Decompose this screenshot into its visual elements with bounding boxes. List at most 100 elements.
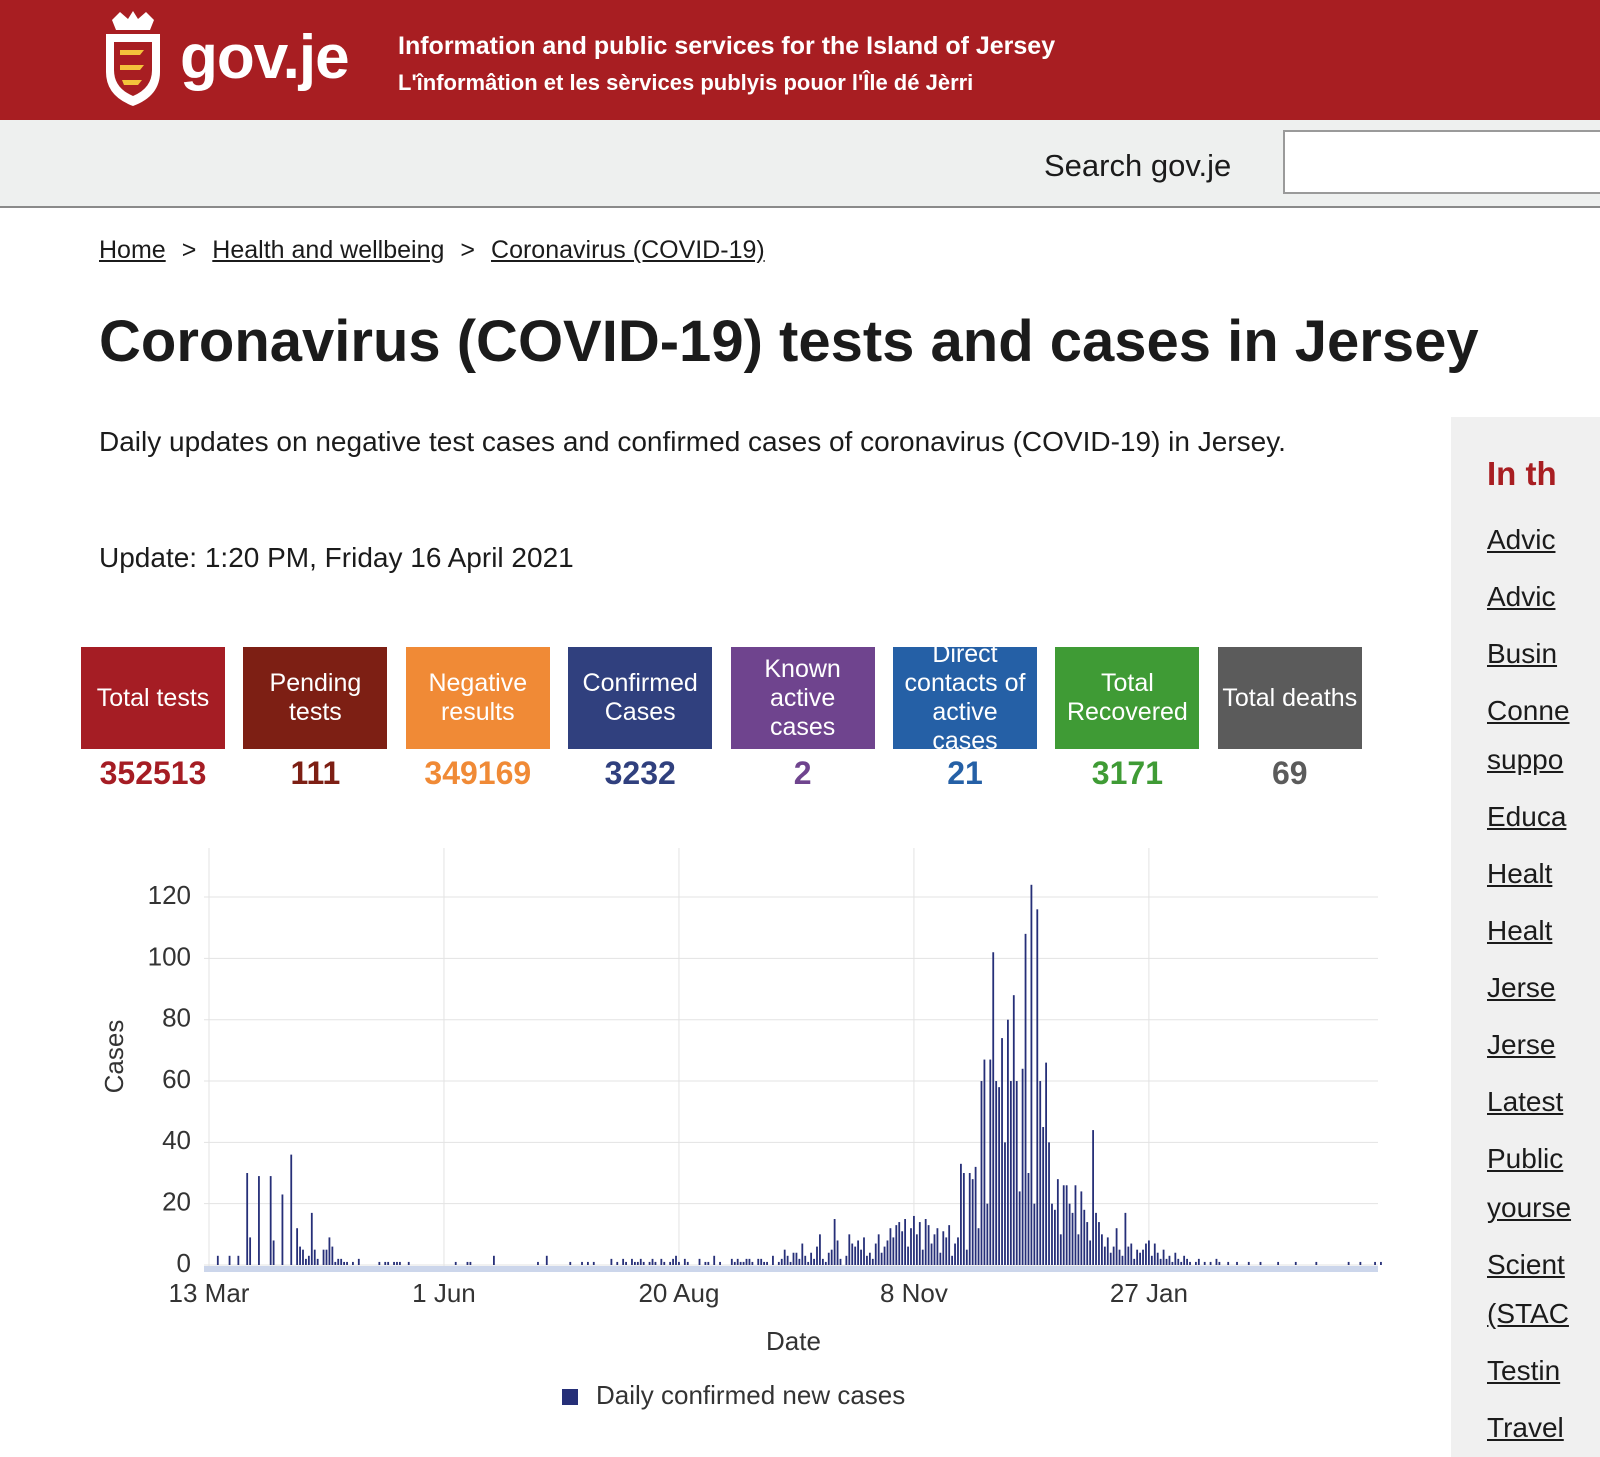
bar — [1086, 1222, 1089, 1265]
bar — [1162, 1249, 1165, 1265]
bar — [898, 1222, 901, 1265]
sidebar-link[interactable]: Educa — [1487, 792, 1571, 841]
sidebar-link-text[interactable]: Advic — [1487, 524, 1556, 555]
bar — [1380, 1261, 1382, 1265]
sidebar-link-text[interactable]: Latest — [1487, 1086, 1564, 1117]
sidebar-link-text[interactable]: Jerse — [1487, 1029, 1556, 1060]
bar — [1150, 1255, 1153, 1265]
bar — [237, 1255, 240, 1265]
sidebar-link[interactable]: Advic — [1487, 572, 1571, 621]
sidebar-link[interactable]: Testin — [1487, 1346, 1571, 1395]
stat-label: Total deaths — [1217, 647, 1362, 749]
bar — [1004, 1142, 1006, 1265]
bar — [1059, 1234, 1062, 1265]
sidebar-link[interactable]: Conne suppo — [1487, 686, 1571, 784]
sidebar-link[interactable]: Healt — [1487, 906, 1571, 955]
bar — [1021, 1068, 1024, 1265]
legend-swatch[interactable] — [562, 1389, 578, 1405]
bar — [783, 1249, 786, 1265]
breadcrumb-link[interactable]: Coronavirus (COVID-19) — [491, 236, 765, 264]
bar — [804, 1255, 807, 1265]
site-logo[interactable]: gov.je — [180, 23, 350, 92]
stat-value: 21 — [947, 755, 983, 791]
sidebar-link-text[interactable]: suppo — [1487, 744, 1564, 775]
bar — [639, 1258, 642, 1265]
bar — [730, 1258, 733, 1265]
breadcrumb-link[interactable]: Health and wellbeing — [212, 236, 445, 264]
sidebar-link[interactable]: Healt — [1487, 849, 1571, 898]
sidebar-link[interactable]: Jerse — [1487, 963, 1571, 1012]
sidebar-link-text[interactable]: Healt — [1487, 915, 1553, 946]
sidebar-link-text[interactable]: Public — [1487, 1143, 1564, 1174]
bar — [910, 1228, 912, 1265]
bar — [892, 1237, 895, 1265]
sidebar-link-text[interactable]: Busin — [1487, 638, 1558, 669]
stat-label: Direct contacts of active cases — [893, 640, 1037, 755]
bar — [642, 1261, 645, 1265]
x-tick-label: 13 Mar — [169, 1278, 250, 1308]
bar — [772, 1255, 774, 1265]
bar — [760, 1258, 763, 1265]
bar — [1051, 1203, 1053, 1265]
bar — [904, 1219, 907, 1265]
bar — [636, 1261, 639, 1265]
sidebar-link-text[interactable]: Healt — [1487, 858, 1553, 889]
bar — [1315, 1261, 1318, 1265]
sidebar-link-text[interactable]: Conne — [1487, 695, 1570, 726]
description: Daily updates on negative test cases and… — [99, 426, 1286, 457]
bar — [1080, 1191, 1083, 1265]
bar — [945, 1237, 948, 1265]
bar — [654, 1261, 657, 1265]
legend-label[interactable]: Daily confirmed new cases — [596, 1380, 905, 1410]
bar — [786, 1255, 789, 1265]
crest-logo[interactable] — [100, 10, 166, 108]
sidebar-link[interactable]: Scient (STAC — [1487, 1240, 1571, 1338]
bar — [1095, 1212, 1097, 1265]
bar — [246, 1173, 249, 1265]
sidebar-link-text[interactable]: Testin — [1487, 1355, 1561, 1386]
bar — [983, 1059, 986, 1265]
y-tick-label: 100 — [148, 941, 191, 971]
bar — [325, 1249, 328, 1265]
bar — [537, 1261, 539, 1265]
bar — [1109, 1252, 1112, 1265]
sidebar-link-text[interactable]: Scient — [1487, 1249, 1565, 1280]
bar — [857, 1240, 860, 1265]
y-axis-title: Cases — [99, 1020, 129, 1094]
bar — [305, 1258, 307, 1265]
search-input[interactable] — [1283, 130, 1600, 194]
sidebar-link-text[interactable]: yourse — [1487, 1192, 1572, 1223]
sidebar-link[interactable]: Advic — [1487, 515, 1571, 564]
bar — [1194, 1261, 1197, 1265]
sidebar-link[interactable]: Busin — [1487, 629, 1571, 678]
bar — [1215, 1258, 1218, 1265]
breadcrumb-link[interactable]: Home — [99, 236, 166, 264]
bar — [1106, 1237, 1109, 1265]
bar — [669, 1261, 672, 1265]
bar — [989, 1059, 992, 1265]
chart: 13 Mar 1 Jun 20 Aug 8 Nov 27 Jan 0 20 40 60 80 100… — [99, 848, 1382, 1410]
sidebar-link[interactable]: Public yourse — [1487, 1134, 1571, 1232]
bar — [269, 1176, 272, 1265]
x-tick-label: 20 Aug — [638, 1278, 719, 1308]
sidebar-link-text[interactable]: (STAC — [1487, 1298, 1569, 1329]
sidebar-link-text[interactable]: Travel — [1487, 1412, 1564, 1443]
stat-label: Negative results — [405, 647, 550, 749]
bar — [877, 1234, 880, 1265]
bar — [296, 1228, 299, 1265]
bar — [1227, 1261, 1230, 1265]
y-tick-label: 80 — [162, 1003, 191, 1033]
sidebar-link-text[interactable]: Educa — [1487, 801, 1567, 832]
sidebar-link[interactable]: Travel — [1487, 1403, 1571, 1452]
sidebar-link-text[interactable]: Advic — [1487, 581, 1556, 612]
sidebar-link[interactable]: Jerse — [1487, 1020, 1571, 1069]
sidebar-link-text[interactable]: Jerse — [1487, 972, 1556, 1003]
bar — [821, 1258, 824, 1265]
y-tick-label: 20 — [162, 1187, 191, 1217]
bar — [581, 1261, 583, 1265]
bar — [936, 1228, 939, 1265]
bar — [1153, 1243, 1156, 1265]
bar — [1197, 1258, 1200, 1265]
sidebar-link[interactable]: Latest — [1487, 1077, 1571, 1126]
bar — [1098, 1222, 1100, 1265]
